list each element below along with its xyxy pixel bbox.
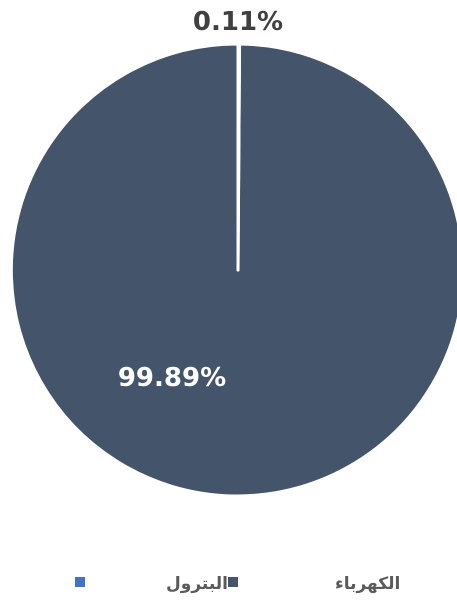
chart-legend: الكهرباء البترول <box>75 574 400 594</box>
legend-swatch-electricity <box>228 577 238 587</box>
legend-swatch-petroleum <box>75 577 85 587</box>
pie-slices <box>9 42 457 498</box>
pie-slice-electricity <box>9 42 457 498</box>
legend-label-electricity: الكهرباء <box>335 574 400 594</box>
pie-data-labels: 99.89% 0.11% <box>118 7 283 393</box>
pie-slice-petroleum <box>236 42 242 272</box>
data-label-petroleum: 0.11% <box>193 7 283 37</box>
legend-label-petroleum: البترول <box>166 574 228 594</box>
data-label-electricity: 99.89% <box>118 363 226 393</box>
